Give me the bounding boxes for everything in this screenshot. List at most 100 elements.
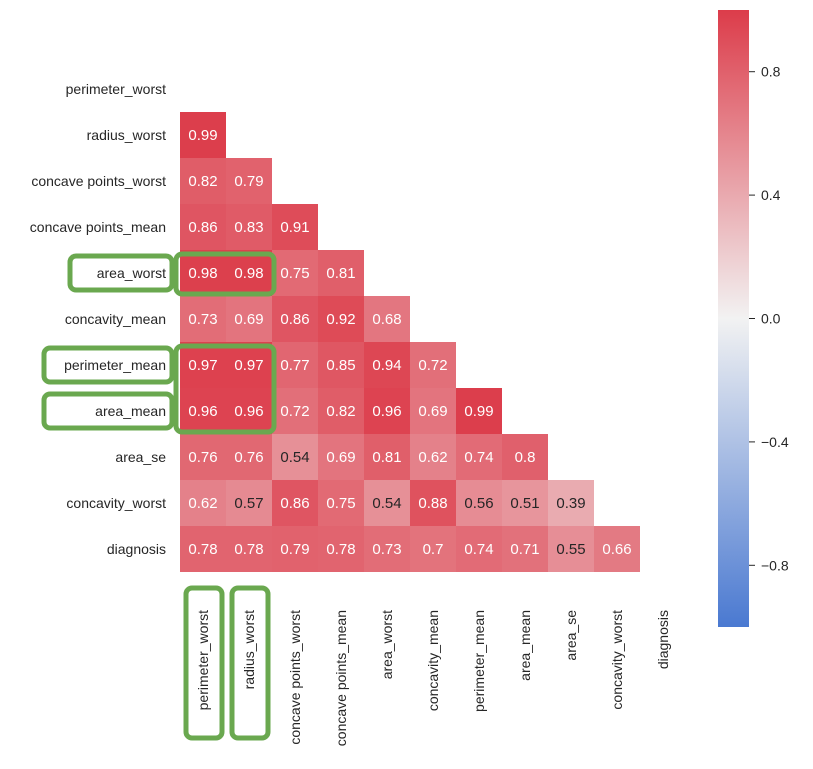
cell-value-label: 0.78: [326, 541, 355, 558]
column-label-concave-points-worst: concave points_worst: [287, 610, 303, 745]
heatmap-cell-diagnosis-concavity-worst: [594, 526, 640, 572]
cell-value-label: 0.73: [188, 311, 217, 328]
heatmap-cell-concavity-worst-perimeter-worst: [180, 480, 226, 526]
column-label-concave-points-mean: concave points_mean: [333, 610, 349, 746]
cell-value-label: 0.57: [234, 495, 263, 512]
row-label-concavity-mean: concavity_mean: [65, 311, 166, 327]
column-label-concavity-mean: concavity_mean: [425, 610, 441, 711]
cell-value-label: 0.94: [372, 357, 401, 374]
heatmap-cell-area-worst-radius-worst: [226, 250, 272, 296]
column-label-perimeter-worst: perimeter_worst: [195, 610, 211, 710]
heatmap-cell-area-mean-radius-worst: [226, 388, 272, 434]
heatmap-cell-diagnosis-radius-worst: [226, 526, 272, 572]
cell-value-label: 0.96: [188, 403, 217, 420]
heatmap-cell-diagnosis-concavity-mean: [410, 526, 456, 572]
cell-value-label: 0.51: [510, 495, 539, 512]
cell-value-label: 0.78: [188, 541, 217, 558]
cell-value-label: 0.54: [372, 495, 401, 512]
cell-value-label: 0.86: [280, 495, 309, 512]
cell-value-label: 0.72: [418, 357, 447, 374]
cell-value-label: 0.92: [326, 311, 355, 328]
cell-value-label: 0.76: [188, 449, 217, 466]
cell-value-label: 0.69: [326, 449, 355, 466]
heatmap-cell-concavity-worst-area-se: [548, 480, 594, 526]
heatmap-cell-area-se-perimeter-mean: [456, 434, 502, 480]
heatmap-cell-area-se-concave-points-worst: [272, 434, 318, 480]
heatmap-cell-area-se-area-worst: [364, 434, 410, 480]
heatmap-cell-area-se-perimeter-worst: [180, 434, 226, 480]
heatmap-cell-concave-points-mean-radius-worst: [226, 204, 272, 250]
colorbar-tick-label: 0.4: [761, 187, 781, 203]
heatmap-cell-diagnosis-concave-points-worst: [272, 526, 318, 572]
cell-value-label: 0.81: [326, 265, 355, 282]
cell-value-label: 0.97: [188, 357, 217, 374]
heatmap-cell-area-worst-perimeter-worst: [180, 250, 226, 296]
cell-value-label: 0.81: [372, 449, 401, 466]
heatmap-cell-concavity-mean-concave-points-mean: [318, 296, 364, 342]
cell-value-label: 0.39: [556, 495, 585, 512]
cell-value-label: 0.66: [602, 541, 631, 558]
heatmap-cell-concavity-worst-concave-points-worst: [272, 480, 318, 526]
heatmap-cell-perimeter-mean-radius-worst: [226, 342, 272, 388]
column-label-area-mean: area_mean: [517, 610, 533, 681]
heatmap-cell-area-mean-perimeter-mean: [456, 388, 502, 434]
cell-value-label: 0.72: [280, 403, 309, 420]
heatmap-cell-area-mean-concave-points-mean: [318, 388, 364, 434]
heatmap-cell-concavity-mean-area-worst: [364, 296, 410, 342]
heatmap-cell-diagnosis-perimeter-mean: [456, 526, 502, 572]
cell-value-label: 0.62: [418, 449, 447, 466]
heatmap-cell-area-mean-concave-points-worst: [272, 388, 318, 434]
heatmap-cell-concave-points-mean-perimeter-worst: [180, 204, 226, 250]
highlight-row-label-area-worst: [67, 253, 175, 293]
cell-value-label: 0.85: [326, 357, 355, 374]
heatmap-cell-concave-points-mean-concave-points-worst: [272, 204, 318, 250]
cell-value-label: 0.76: [234, 449, 263, 466]
cell-value-label: 0.97: [234, 357, 263, 374]
column-label-concavity-worst: concavity_worst: [609, 610, 625, 710]
row-label-area-se: area_se: [115, 449, 166, 465]
cell-value-label: 0.54: [280, 449, 309, 466]
heatmap-cell-perimeter-mean-area-worst: [364, 342, 410, 388]
heatmap-cell-concavity-worst-concavity-mean: [410, 480, 456, 526]
highlight-row-label-perimeter-mean: [41, 345, 175, 385]
heatmap-cell-concave-points-worst-perimeter-worst: [180, 158, 226, 204]
cell-value-label: 0.83: [234, 219, 263, 236]
heatmap-cell-area-mean-concavity-mean: [410, 388, 456, 434]
row-label-concave-points-mean: concave points_mean: [30, 219, 166, 235]
heatmap-cell-area-se-concave-points-mean: [318, 434, 364, 480]
highlight-cell-block-2: [173, 343, 277, 435]
heatmap-cell-concavity-mean-perimeter-worst: [180, 296, 226, 342]
highlight-column-label-radius-worst: [229, 585, 271, 741]
cell-value-label: 0.69: [418, 403, 447, 420]
colorbar-tick-label: 0.8: [761, 64, 781, 80]
highlight-row-label-area-mean: [41, 391, 175, 431]
cell-value-label: 0.86: [188, 219, 217, 236]
heatmap-cell-area-mean-area-worst: [364, 388, 410, 434]
cell-value-label: 0.75: [326, 495, 355, 512]
heatmap-cell-perimeter-mean-concave-points-worst: [272, 342, 318, 388]
row-label-concave-points-worst: concave points_worst: [31, 173, 166, 189]
cell-value-label: 0.82: [188, 173, 217, 190]
column-label-area-se: area_se: [563, 610, 579, 661]
heatmap-cell-diagnosis-perimeter-worst: [180, 526, 226, 572]
heatmap-cell-concavity-mean-radius-worst: [226, 296, 272, 342]
heatmap-cell-perimeter-mean-concavity-mean: [410, 342, 456, 388]
cell-value-label: 0.55: [556, 541, 585, 558]
cell-value-label: 0.71: [510, 541, 539, 558]
cell-value-label: 0.74: [464, 449, 493, 466]
cell-value-label: 0.62: [188, 495, 217, 512]
row-label-radius-worst: radius_worst: [87, 127, 166, 143]
heatmap-cell-diagnosis-area-se: [548, 526, 594, 572]
colorbar-tick-label: 0.0: [761, 311, 781, 327]
heatmap-cell-concavity-worst-perimeter-mean: [456, 480, 502, 526]
cell-value-label: 0.69: [234, 311, 263, 328]
row-label-perimeter-mean: perimeter_mean: [64, 357, 166, 373]
cell-value-label: 0.78: [234, 541, 263, 558]
cell-value-label: 0.99: [188, 127, 217, 144]
cell-value-label: 0.56: [464, 495, 493, 512]
colorbar-tick-label: −0.4: [761, 434, 789, 450]
heatmap-cell-concavity-worst-area-worst: [364, 480, 410, 526]
heatmap-cell-concavity-worst-concave-points-mean: [318, 480, 364, 526]
